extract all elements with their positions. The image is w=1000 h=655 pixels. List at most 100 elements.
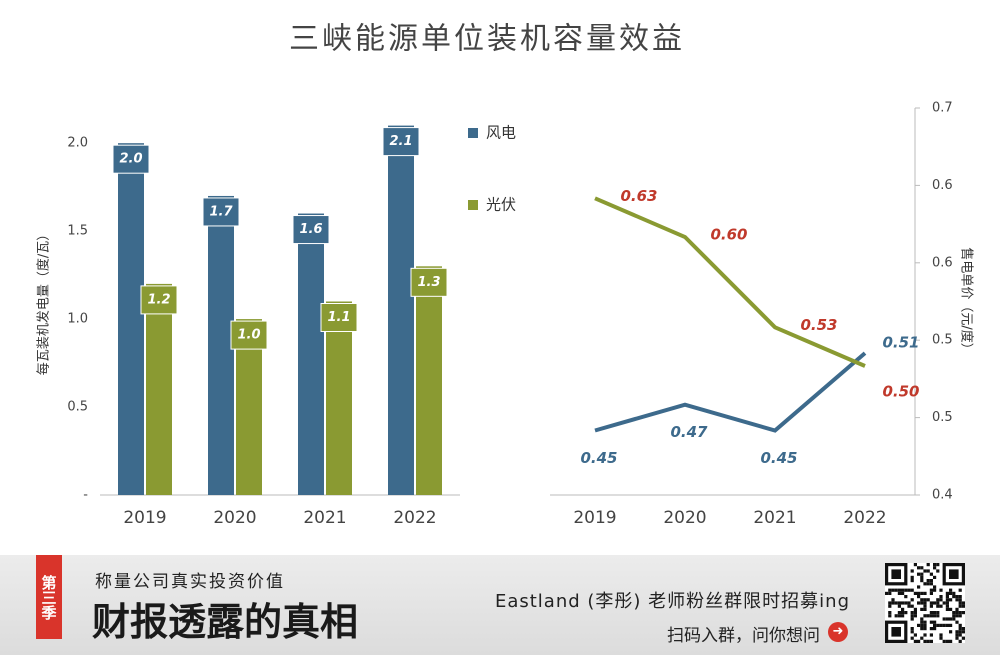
qr-module [913,639,917,643]
qr-module [933,588,937,592]
qr-code [885,563,965,643]
qr-module [958,623,962,627]
qr-module [949,639,953,643]
qr-module [888,604,892,608]
qr-module [910,588,914,592]
chart: 三峡能源单位装机容量效益 - 0.5 1.0 1.5 2.0 每瓦装机发电量（度/瓦） 20… [36,22,975,529]
legend-swatch [468,128,478,138]
qr-module [929,579,933,583]
qr-module [958,588,962,592]
value-label: 0.51 [882,334,919,352]
y-tick-label: 2.0 [67,136,88,151]
qr-module [949,591,953,595]
value-label-box [140,285,178,315]
qr-module [949,623,953,627]
qr-module [955,595,959,599]
qr-module [897,601,901,605]
qr-module [923,627,927,631]
qr-module [955,598,959,602]
qr-module [901,591,905,595]
qr-module [929,572,933,576]
qr-module [923,639,927,643]
qr-module [961,627,965,631]
banner: 第三季 称量公司真实投资价值 财报透露的真相 Eastland (李彤) 老师粉… [0,555,1000,655]
qr-module [904,595,908,599]
qr-module [936,563,940,567]
x-tick-label: 2019 [573,508,616,528]
value-label: 0.60 [710,226,747,244]
qr-finder [891,569,901,579]
bar [118,143,144,495]
qr-module [961,636,965,640]
qr-module [933,566,937,570]
qr-module [926,569,930,573]
qr-module [897,604,901,608]
qr-module [958,633,962,637]
qr-module [923,591,927,595]
x-tick-label: 2019 [123,508,166,528]
qr-module [923,569,927,573]
qr-module [885,591,889,595]
qr-module [936,611,940,615]
qr-module [926,614,930,618]
value-label: 1.6 [299,222,322,237]
arrow-icon: ➜ [828,622,848,642]
qr-module [897,588,901,592]
bar [388,125,414,495]
y2-tick-label: 0.4 [932,488,953,503]
qr-module [933,623,937,627]
y-tick-label: - [83,488,88,503]
qr-module [952,614,956,618]
qr-module [929,588,933,592]
qr-module [910,569,914,573]
qr-module [955,611,959,615]
qr-module [958,604,962,608]
x-tick-label: 2022 [393,508,436,528]
qr-module [929,620,933,624]
x-tick-label: 2021 [303,508,346,528]
qr-module [917,623,921,627]
qr-module [910,579,914,583]
qr-module [910,614,914,618]
qr-module [955,630,959,634]
qr-module [955,633,959,637]
qr-module [917,639,921,643]
y2-tick-label: 0.5 [932,410,953,425]
qr-module [901,611,905,615]
qr-module [942,617,946,621]
qr-module [949,630,953,634]
qr-module [933,611,937,615]
value-label-box [320,303,358,332]
qr-module [958,627,962,631]
qr-module [936,604,940,608]
qr-module [945,591,949,595]
qr-module [942,623,946,627]
qr-module [952,611,956,615]
qr-module [901,588,905,592]
qr-module [936,614,940,618]
qr-module [897,591,901,595]
qr-module [901,601,905,605]
qr-module [913,611,917,615]
qr-module [891,588,895,592]
qr-module [958,595,962,599]
qr-module [913,633,917,637]
qr-module [955,614,959,618]
qr-module [888,591,892,595]
qr-module [923,614,927,618]
qr-module [894,601,898,605]
qr-module [936,569,940,573]
bar [298,213,324,495]
legend-swatch [468,200,478,210]
value-label: 1.3 [417,275,440,290]
qr-module [955,620,959,624]
qr-module [958,611,962,615]
y2-tick-label: 0.6 [932,178,953,193]
y-tick-label: 1.5 [67,224,88,239]
x-tick-label: 2020 [213,508,256,528]
legend-label: 光伏 [486,196,516,214]
qr-module [917,601,921,605]
qr-module [939,595,943,599]
bar [326,301,352,495]
qr-module [929,639,933,643]
